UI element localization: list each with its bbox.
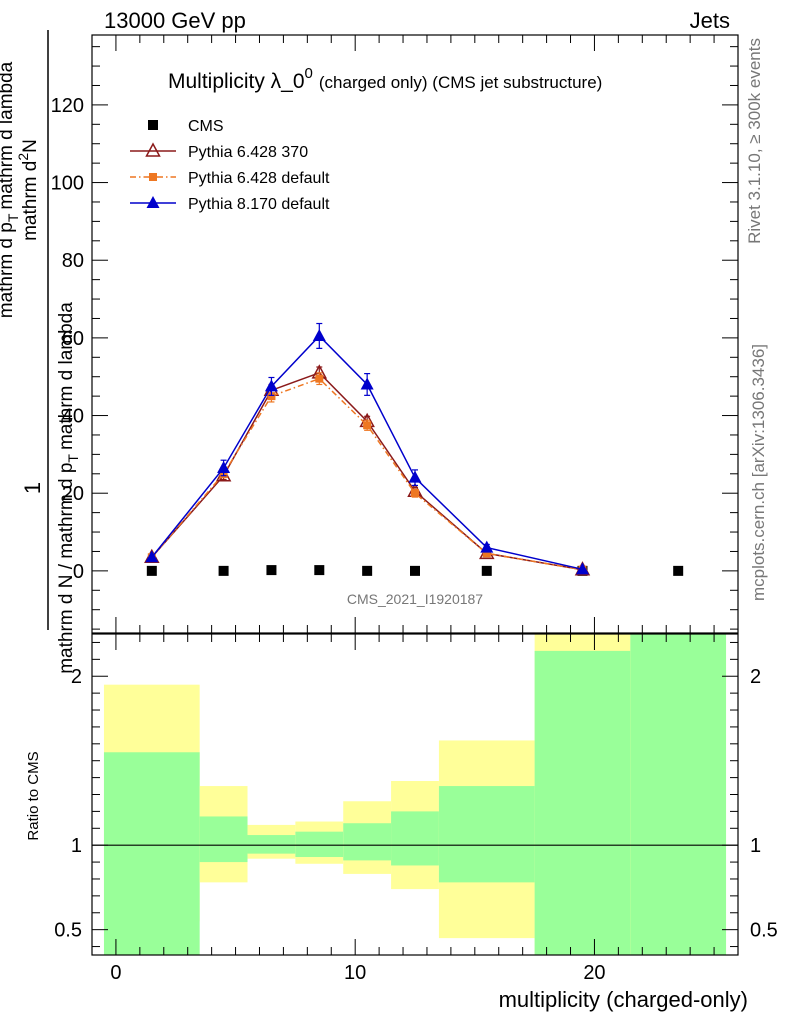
inner-band [103, 752, 200, 955]
legend-label: Pythia 6.428 370 [188, 144, 308, 161]
data-point [362, 565, 373, 576]
legend-marker [146, 196, 160, 208]
y-tick-label: 0 [73, 561, 84, 583]
inner-band [343, 823, 392, 861]
title-main-part: Multiplicity λ_0 [168, 70, 305, 93]
data-point [410, 565, 420, 576]
ratio-ylabel: Ratio to CMS [25, 751, 42, 840]
legend-label: Pythia 6.428 default [188, 170, 330, 187]
legend-item-1: Pythia 6.428 370 [130, 142, 308, 161]
series-1 [144, 364, 591, 576]
inner-band [199, 816, 248, 863]
data-point [481, 565, 492, 576]
title-superscript: 0 [305, 65, 313, 82]
legend-item-3: Pythia 8.170 default [130, 196, 330, 213]
ylabel-numerator: mathrm d2N [15, 139, 41, 241]
ylabel-denominator: mathrm d N / mathrm d pTmathrm d lambda [56, 302, 81, 674]
y-tick-label: 60 [62, 328, 84, 350]
ratio-y-tick-label-right: 1 [750, 835, 761, 857]
inner-band [295, 831, 344, 858]
data-point [145, 550, 159, 563]
legend-marker [149, 173, 157, 181]
inner-band [247, 835, 296, 854]
watermark: CMS_2021_I1920187 [347, 591, 483, 607]
legend-label: CMS [188, 118, 224, 135]
data-point [146, 565, 157, 576]
data-point [312, 328, 326, 341]
series-0 [146, 565, 684, 576]
legend-label: Pythia 8.170 default [188, 196, 330, 213]
data-point [480, 540, 494, 553]
x-tick-label: 0 [110, 962, 121, 984]
inner-band [391, 811, 439, 866]
series-2 [147, 372, 587, 574]
ratio-bands [103, 634, 727, 955]
inner-band [438, 786, 535, 883]
ratio-plot: 0.5 0.51 12 20 10 20 [54, 633, 778, 984]
series-line [151, 377, 583, 571]
legend-marker [145, 142, 161, 157]
header-left-label: 13000 GeV pp [104, 8, 246, 33]
x-tick-label: 20 [583, 962, 605, 984]
title-suffix: (charged only) (CMS jet substructure) [319, 73, 602, 92]
data-point [218, 565, 229, 576]
data-point [266, 565, 277, 576]
mcplots-label: mcplots.cern.ch [arXiv:1306.3436] [749, 344, 768, 601]
legend-item-2: Pythia 6.428 default [130, 170, 330, 187]
data-point [482, 549, 491, 558]
y-tick-label: 40 [62, 406, 84, 428]
rivet-label: Rivet 3.1.10, ≥ 300k events [745, 38, 764, 244]
data-point [575, 562, 589, 575]
x-tick-label: 10 [344, 962, 366, 984]
main-plot: 0 20 40 60 80 100 120 [51, 34, 739, 634]
inner-band [534, 650, 631, 955]
y-tick-label: 120 [51, 95, 84, 117]
legend-item-0: CMS [148, 118, 224, 135]
data-point [314, 565, 325, 576]
ratio-y-tick-label: 0.5 [54, 920, 82, 942]
inner-band [630, 634, 727, 955]
series-line [151, 371, 583, 571]
y-tick-label: 20 [62, 483, 84, 505]
main-ylabel: 1 mathrm d N / mathrm d pTmathrm d lambd… [0, 30, 81, 674]
data-point [315, 374, 324, 383]
series-3 [145, 322, 589, 575]
data-point [673, 565, 684, 576]
data-point [217, 460, 231, 473]
y-tick-label: 80 [62, 250, 84, 272]
series-line [151, 334, 583, 571]
y-tick-label: 100 [51, 173, 84, 195]
header-right-label: Jets [690, 8, 730, 33]
data-point [411, 489, 419, 498]
data-point [408, 470, 422, 483]
data-point [360, 377, 374, 390]
data-point [363, 421, 372, 430]
ylabel-prefactor: 1 [20, 482, 45, 494]
ratio-y-tick-label-right: 2 [750, 666, 761, 688]
xaxis-label: multiplicity (charged-only) [499, 987, 748, 1012]
data-point [267, 392, 276, 401]
data-point [264, 379, 278, 392]
ratio-y-tick-label: 2 [71, 666, 82, 688]
ratio-y-tick-label: 1 [71, 835, 82, 857]
ratio-y-tick-label-right: 0.5 [750, 920, 778, 942]
main-frame [91, 34, 739, 634]
ylabel-numerator-2: mathrm d pTmathrm d lambda [0, 61, 21, 318]
main-title: Multiplicity λ_00 (charged only) (CMS jet… [168, 65, 602, 93]
legend-marker [148, 120, 158, 130]
legend: CMS Pythia 6.428 370 Pythia 6.428 default P… [130, 118, 330, 213]
